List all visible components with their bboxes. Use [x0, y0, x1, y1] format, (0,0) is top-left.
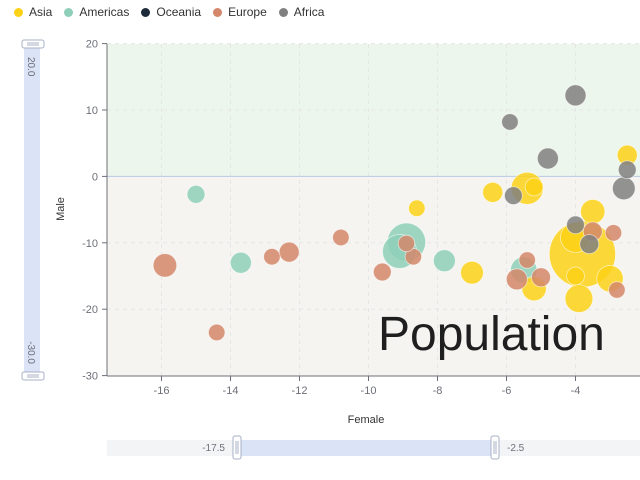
watermark-text: Population: [378, 308, 605, 361]
bubble-europe-0[interactable]: [152, 253, 178, 278]
legend-marker: [14, 7, 23, 17]
y-zoom-handle-top[interactable]: [21, 39, 45, 49]
bubble-europe-5[interactable]: [372, 262, 392, 282]
bubble-europe-4[interactable]: [332, 228, 350, 247]
bubble-europe-9[interactable]: [518, 251, 536, 269]
lower-region: [107, 176, 640, 376]
x-tick-label: -16: [154, 385, 170, 397]
y-zoom-handle-bottom[interactable]: [21, 371, 45, 381]
legend-marker: [64, 7, 74, 17]
x-zoom-handle-left[interactable]: [232, 435, 242, 460]
y-tick-label: 10: [86, 105, 98, 117]
legend-item-europe[interactable]: Europe: [213, 5, 267, 19]
legend-label: Africa: [293, 5, 325, 19]
legend-item-asia[interactable]: Asia: [14, 5, 52, 19]
y-zoom-start-label: 20.0: [25, 57, 36, 77]
y-tick-label: 0: [92, 171, 98, 183]
bubble-europe-13[interactable]: [608, 281, 626, 299]
bubble-africa-7[interactable]: [617, 160, 637, 180]
x-zoom-handle-right[interactable]: [490, 435, 500, 460]
bubble-asia-7[interactable]: [580, 199, 606, 225]
x-axis-title: Female: [348, 414, 385, 426]
bubble-europe-1[interactable]: [208, 323, 226, 342]
legend-marker: [141, 7, 151, 17]
bubble-asia-3[interactable]: [408, 199, 426, 217]
bubble-americas-4[interactable]: [433, 249, 456, 273]
bubble-asia-12[interactable]: [566, 266, 585, 286]
x-zoom-end-label: -2.5: [507, 443, 525, 454]
x-tick-label: -12: [292, 385, 308, 397]
bubble-asia-6[interactable]: [564, 284, 594, 313]
x-zoom-start-label: -17.5: [202, 443, 225, 454]
bubble-europe-12[interactable]: [604, 224, 623, 242]
x-tick-label: -14: [223, 385, 239, 397]
x-tick-label: -10: [361, 385, 377, 397]
bubble-europe-3[interactable]: [278, 241, 300, 263]
handle-body[interactable]: [232, 435, 242, 460]
legend-marker: [213, 7, 223, 17]
handle-body[interactable]: [21, 371, 45, 381]
bubble-americas-0[interactable]: [186, 185, 206, 204]
y-zoom-selection[interactable]: [24, 44, 40, 376]
x-tick-label: -8: [433, 385, 443, 397]
legend-label: Europe: [228, 5, 267, 19]
legend-marker: [278, 7, 288, 17]
y-axis-title: Male: [55, 197, 67, 221]
bubble-africa-1[interactable]: [564, 84, 587, 107]
bubble-africa-5[interactable]: [579, 234, 600, 255]
y-tick-label: -10: [82, 238, 98, 250]
legend-label: Oceania: [156, 5, 202, 19]
bubble-africa-3[interactable]: [504, 186, 523, 205]
bubble-asia-2[interactable]: [524, 177, 544, 197]
x-tick-label: -6: [502, 385, 512, 397]
legend-item-americas[interactable]: Americas: [64, 5, 129, 19]
legend: Asia Americas Oceania Europe Africa: [14, 4, 324, 20]
handle-body[interactable]: [21, 39, 45, 49]
y-zoom-end-label: -30.0: [25, 341, 36, 364]
legend-item-oceania[interactable]: Oceania: [141, 5, 201, 19]
bubble-africa-4[interactable]: [566, 215, 585, 235]
y-tick-label: -30: [82, 371, 98, 383]
x-zoom-selection[interactable]: [237, 440, 495, 456]
y-tick-label: -20: [82, 304, 98, 316]
legend-item-africa[interactable]: Africa: [278, 5, 325, 19]
bubble-europe-10[interactable]: [531, 267, 551, 288]
legend-label: Asia: [29, 5, 53, 19]
bubble-africa-6[interactable]: [612, 176, 636, 201]
bubble-africa-0[interactable]: [501, 113, 519, 131]
y-tick-label: 20: [86, 39, 98, 51]
bubble-europe-2[interactable]: [263, 248, 281, 266]
bubble-europe-7[interactable]: [397, 234, 416, 253]
bubble-asia-4[interactable]: [460, 260, 484, 285]
bubble-asia-0[interactable]: [482, 181, 504, 203]
legend-label: Americas: [79, 5, 130, 19]
bubble-africa-2[interactable]: [536, 147, 559, 170]
bubble-europe-8[interactable]: [505, 268, 528, 291]
x-tick-label: -4: [571, 385, 581, 397]
bubble-americas-1[interactable]: [229, 251, 252, 274]
handle-body[interactable]: [490, 435, 500, 460]
